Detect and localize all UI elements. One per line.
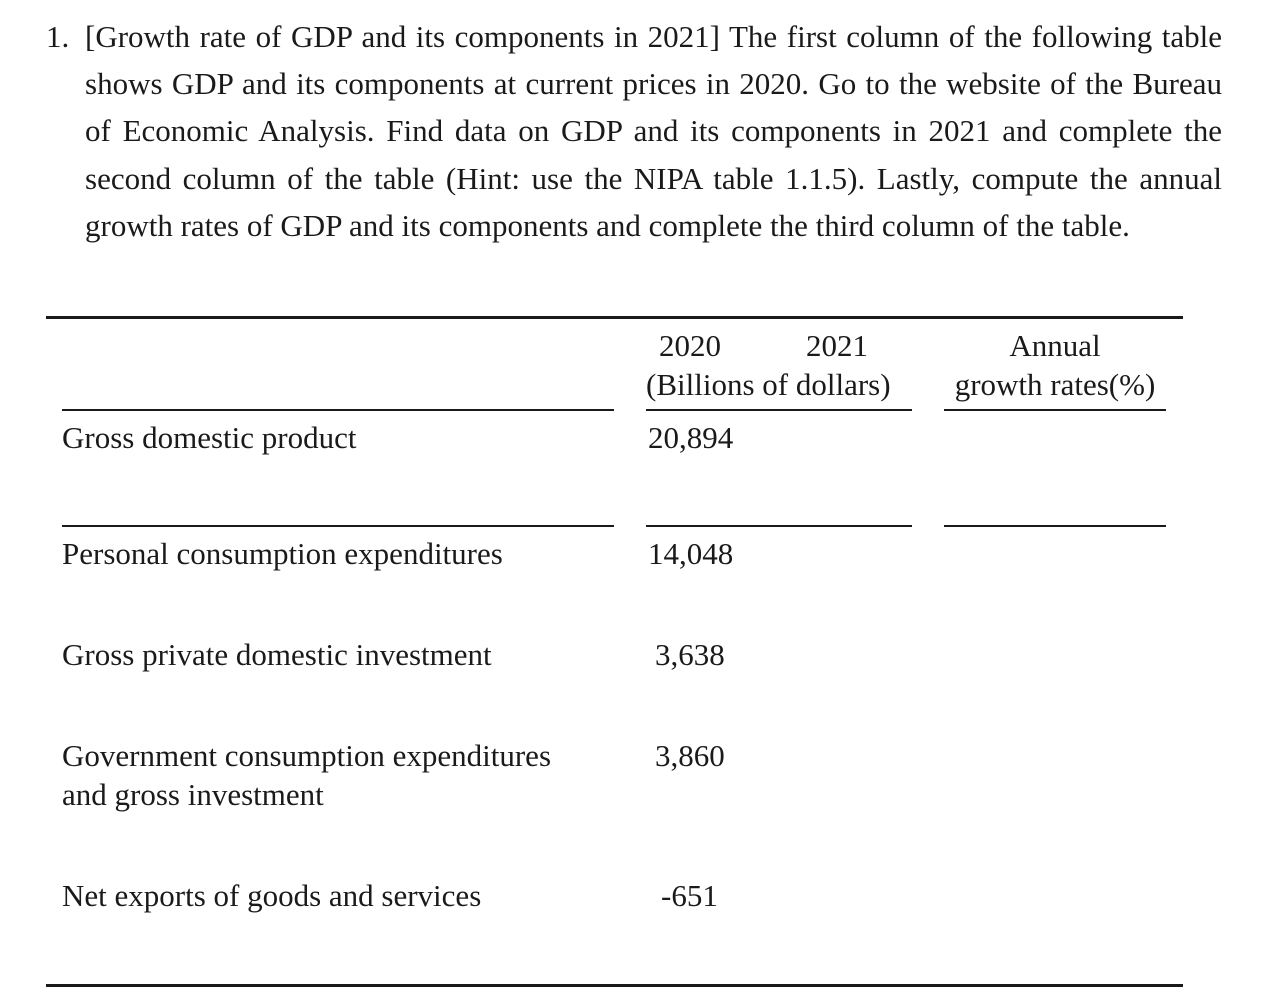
row-label-investment: Gross private domestic investment xyxy=(62,637,492,672)
header-units: (Billions of dollars) xyxy=(646,367,891,402)
row-label-net-exports: Net exports of goods and services xyxy=(62,878,482,913)
row-label-consumption: Personal consumption expenditures xyxy=(62,536,503,571)
header-rule-growth xyxy=(944,409,1166,411)
row-label-gdp: Gross domestic product xyxy=(62,420,357,455)
row-label-government-line1: Government consumption expenditures xyxy=(62,738,552,773)
table-top-rule xyxy=(46,316,1183,319)
problem-text: [Growth rate of GDP and its components i… xyxy=(85,19,1222,243)
table-bottom-rule xyxy=(46,984,1183,987)
header-growth-line1: Annual xyxy=(1009,328,1101,363)
row-value-investment-2020: 3,638 xyxy=(655,637,725,672)
gdp-rule-values xyxy=(646,525,912,527)
header-year-2021: 2021 xyxy=(806,328,868,363)
row-value-government-2020: 3,860 xyxy=(655,738,725,773)
gdp-rule-growth xyxy=(944,525,1166,527)
problem-statement: 1. [Growth rate of GDP and its component… xyxy=(46,13,1222,249)
header-growth-line2: growth rates(%) xyxy=(954,367,1156,402)
row-label-government-line2: and gross investment xyxy=(62,777,324,812)
gdp-rule-label xyxy=(62,525,614,527)
problem-number: 1. xyxy=(46,19,70,54)
row-value-consumption-2020: 14,048 xyxy=(648,536,734,571)
header-year-2020: 2020 xyxy=(659,328,721,363)
header-rule-label xyxy=(62,409,614,411)
header-rule-values xyxy=(646,409,912,411)
row-value-net-exports-2020: -651 xyxy=(661,878,718,913)
row-value-gdp-2020: 20,894 xyxy=(648,420,734,455)
